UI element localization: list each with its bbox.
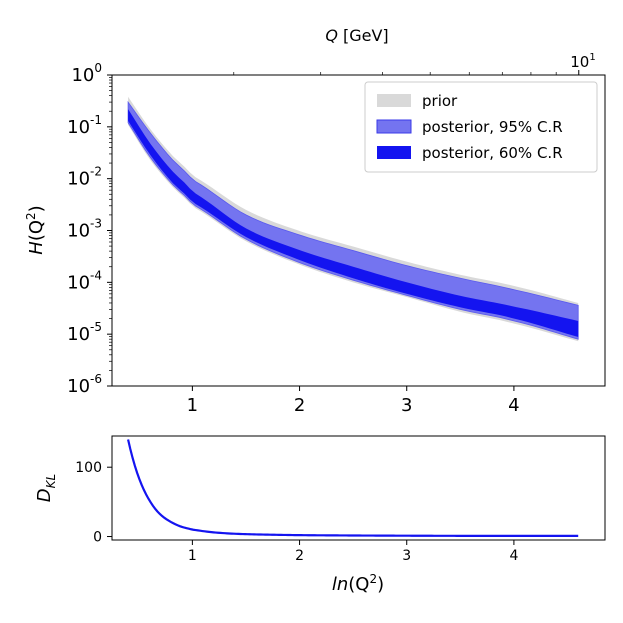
band-posterior-95-c-r <box>127 100 579 340</box>
y-tick-label: 10-3 <box>67 217 102 242</box>
kl-y-tick-label: 100 <box>75 460 102 476</box>
legend-label-posterior-60: posterior, 60% C.R <box>422 144 563 162</box>
legend-label-posterior-95: posterior, 95% C.R <box>422 118 563 136</box>
legend-label-prior: prior <box>422 92 458 110</box>
legend: prior posterior, 95% C.R posterior, 60% … <box>364 81 598 173</box>
kl-divergence-line <box>127 439 579 537</box>
legend-swatch-prior <box>377 94 411 107</box>
kl-x-tick-label: 1 <box>188 548 197 564</box>
kl-x-ticks: 1 2 3 4 <box>188 540 518 564</box>
x-tick-label: 3 <box>401 395 412 416</box>
kl-line <box>127 439 579 537</box>
y-tick-label: 10-4 <box>67 268 102 293</box>
y-tick-label: 100 <box>71 61 102 86</box>
x-tick-label: 1 <box>187 395 198 416</box>
x-tick-label: 4 <box>508 395 519 416</box>
kl-x-tick-label: 4 <box>509 548 518 564</box>
kl-plot-frame <box>111 435 606 541</box>
main-plot-frame <box>111 74 606 387</box>
kl-x-tick-label: 2 <box>295 548 304 564</box>
kl-x-axis-label: ln(Q2) <box>332 572 384 595</box>
top-axis-title: Q [GeV] <box>325 26 388 45</box>
y-tick-label: 10-6 <box>67 372 102 397</box>
main-y-axis-label: H(Q2) <box>24 205 47 254</box>
legend-swatch-posterior-60 <box>377 146 411 159</box>
kl-y-axis-label: DKL <box>34 474 58 502</box>
y-tick-label: 10-2 <box>67 165 102 190</box>
main-plot: 100 10-1 10-2 10-3 10-4 10-5 10-6 1 2 3 4 <box>67 61 606 416</box>
kl-x-tick-label: 3 <box>402 548 411 564</box>
kl-y-ticks: 0 100 <box>75 460 112 546</box>
kl-plot: 0 100 1 2 3 4 <box>75 435 606 564</box>
main-x-ticks: 1 2 3 4 <box>187 386 520 416</box>
main-bands <box>127 96 579 342</box>
y-tick-label: 10-1 <box>67 113 102 138</box>
band-posterior-60-c-r <box>128 109 579 338</box>
x-tick-label: 2 <box>294 395 305 416</box>
y-tick-label: 10-5 <box>67 320 102 345</box>
main-y-ticks: 100 10-1 10-2 10-3 10-4 10-5 10-6 <box>67 61 112 397</box>
legend-swatch-posterior-95 <box>376 119 412 134</box>
top-tick-label: 101 <box>570 52 595 71</box>
legend-box <box>364 81 598 173</box>
kl-y-tick-label: 0 <box>93 530 102 546</box>
